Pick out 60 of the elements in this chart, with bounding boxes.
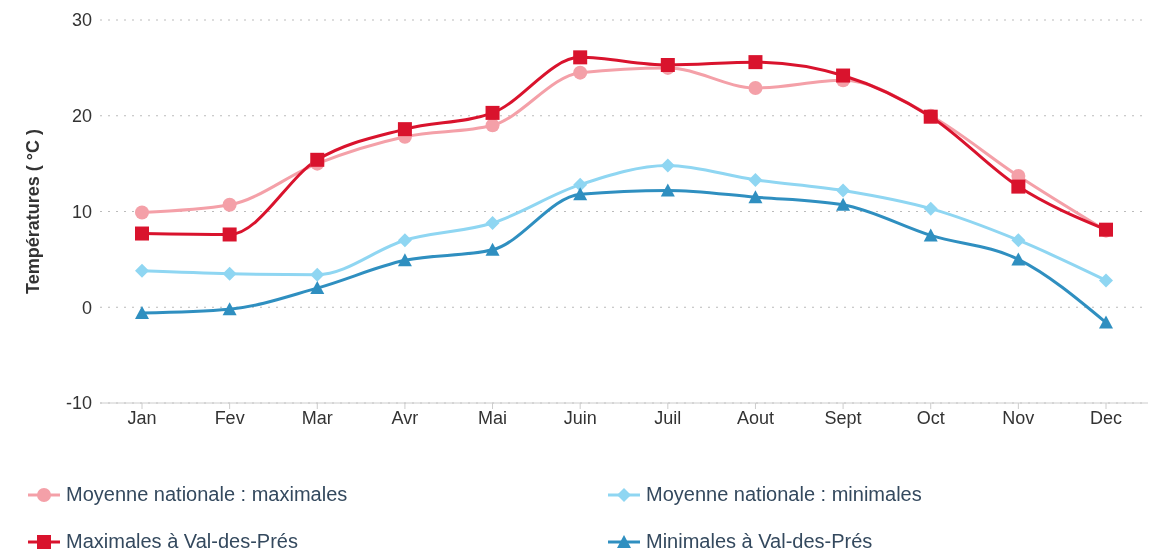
x-tick-label: Mar [301, 407, 333, 428]
x-tick-label: Juil [654, 407, 682, 428]
point [397, 233, 412, 248]
point [660, 158, 675, 173]
point [397, 122, 412, 137]
point [836, 197, 851, 211]
point [397, 253, 412, 267]
legend-label: Moyenne nationale : minimales [646, 483, 922, 506]
point [1011, 233, 1026, 248]
y-tick-label: 10 [71, 201, 92, 222]
legend-label: Maximales à Val-des-Prés [66, 530, 298, 553]
x-tick-label: Oct [916, 407, 945, 428]
point [485, 105, 500, 120]
y-tick-label: -10 [65, 393, 92, 414]
point [836, 183, 851, 198]
point [485, 118, 500, 133]
point [310, 281, 325, 295]
point [135, 306, 149, 319]
x-tick-label: Juin [563, 407, 597, 428]
point [573, 187, 588, 201]
point [222, 227, 237, 242]
point [748, 55, 763, 70]
point [222, 266, 237, 281]
point [748, 172, 763, 187]
point [748, 80, 763, 95]
legend-label: Moyenne nationale : maximales [66, 483, 348, 506]
x-tick-label: Aout [736, 407, 774, 428]
y-tick-label: 30 [71, 10, 92, 31]
point [1099, 273, 1113, 288]
point [135, 226, 149, 241]
y-axis-title: Températures ( °C ) [23, 129, 44, 294]
point [1011, 252, 1026, 266]
point [485, 215, 500, 230]
point [573, 65, 588, 80]
point [135, 205, 149, 220]
point [310, 152, 325, 167]
x-tick-label: Fev [214, 407, 245, 428]
y-tick-label: 20 [71, 106, 92, 127]
point [923, 228, 938, 242]
point [573, 177, 588, 192]
point [485, 242, 500, 256]
point [923, 201, 938, 216]
point [748, 190, 763, 204]
x-tick-label: Sept [824, 407, 862, 428]
y-tick-label: 0 [81, 297, 92, 318]
point [135, 263, 149, 278]
point [660, 183, 675, 197]
x-tick-label: Dec [1089, 407, 1123, 428]
x-tick-label: Avr [391, 407, 419, 428]
point [1011, 179, 1026, 194]
x-tick-label: Jan [127, 407, 157, 428]
point [1099, 315, 1113, 329]
point [222, 197, 237, 212]
point [573, 50, 588, 65]
point [310, 267, 325, 282]
legend-label: Minimales à Val-des-Prés [646, 530, 873, 553]
point [222, 302, 237, 316]
x-tick-label: Mai [478, 407, 508, 428]
point [836, 68, 851, 83]
x-tick-label: Nov [1002, 407, 1035, 428]
